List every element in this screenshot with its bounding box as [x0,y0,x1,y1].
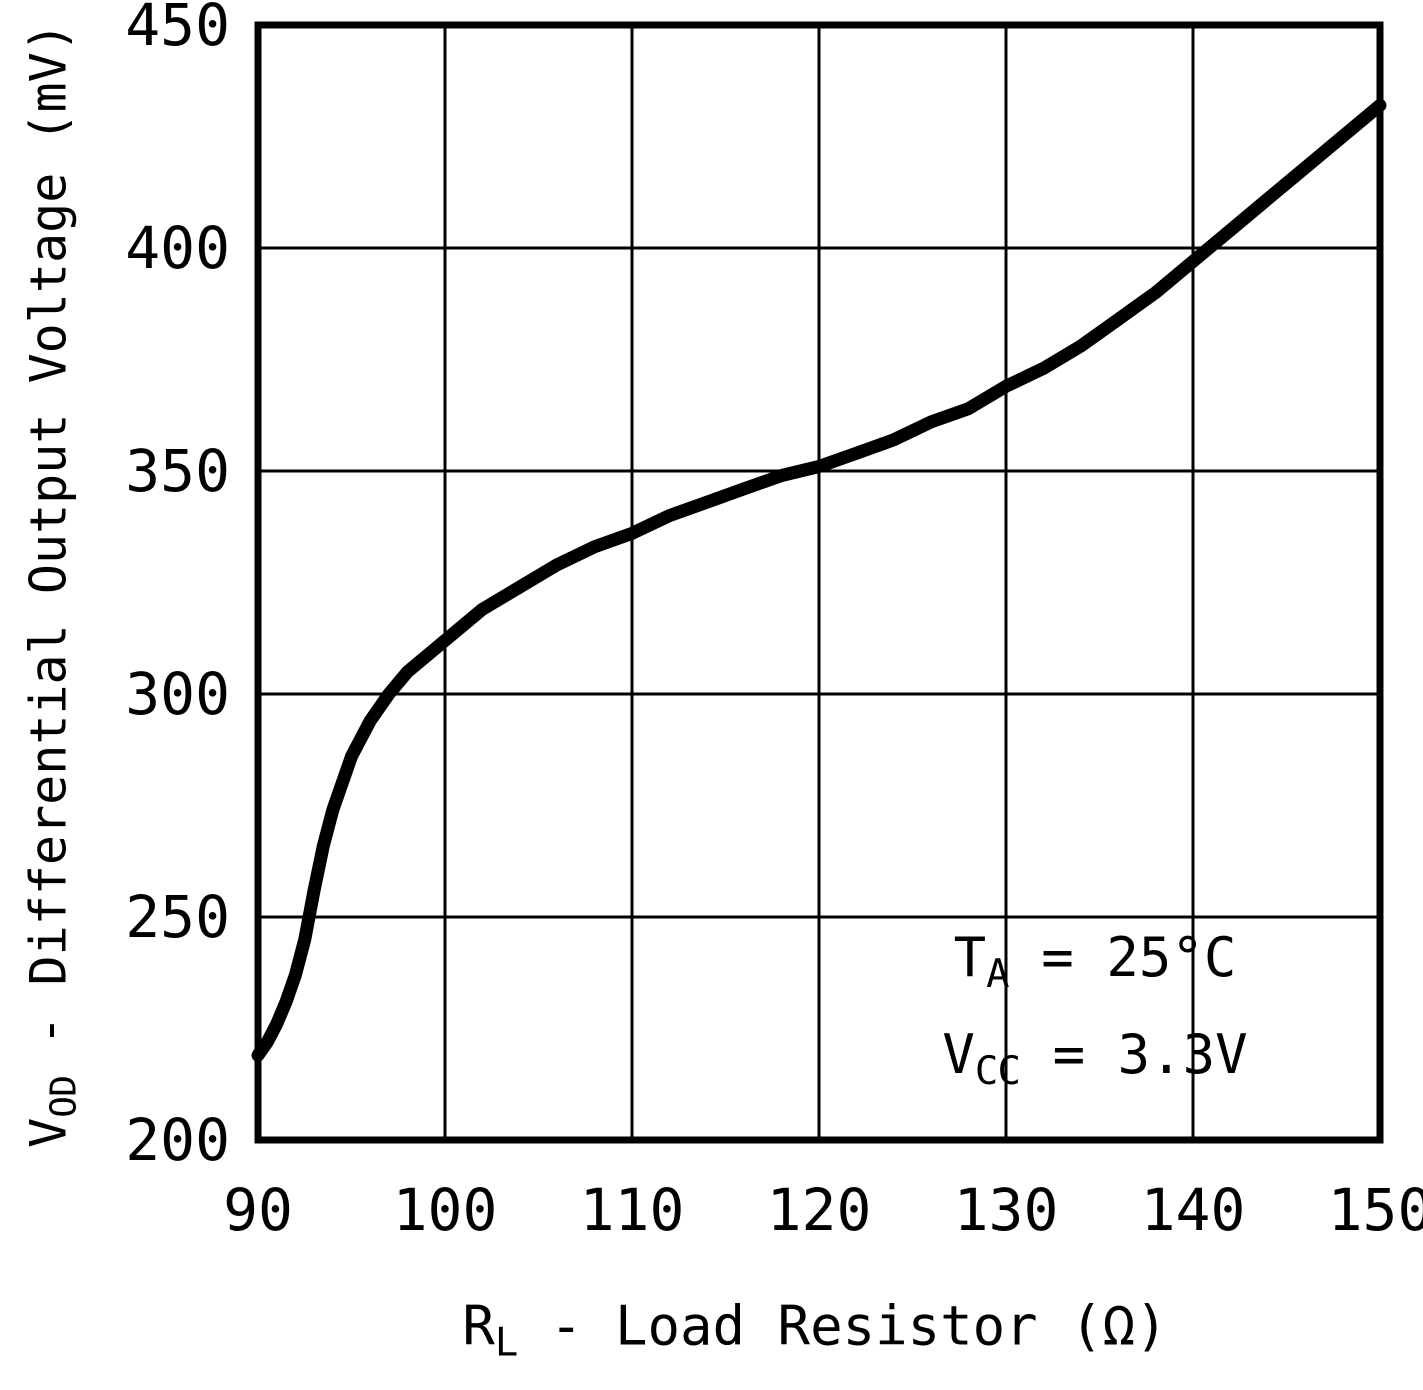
vcc-subscript: CC [974,1048,1021,1094]
y-tick-label: 350 [125,437,230,505]
conditions-annotation: TA = 25°C VCC = 3.3V [942,918,1247,1112]
ta-subscript: A [986,952,1009,997]
ta-value: = 25°C [1008,926,1237,990]
ta-symbol: T [953,926,987,990]
x-tick-label: 150 [1328,1176,1423,1244]
annotation-line-vcc: VCC = 3.3V [942,1015,1247,1112]
x-tick-label: 110 [580,1176,685,1244]
y-tick-label: 300 [125,660,230,728]
x-tick-label: 100 [393,1176,498,1244]
y-tick-label: 400 [125,214,230,282]
plot-frame [254,21,1384,1144]
y-axis-title-text: - Differential Output Voltage (mV) [19,22,78,1076]
x-axis-symbol: R [462,1294,495,1358]
x-tick-label: 120 [767,1176,872,1244]
y-axis-title: VOD - Differential Output Voltage (mV) [19,22,84,1148]
x-tick-label: 130 [954,1176,1059,1244]
x-tick-label: 90 [223,1176,293,1244]
x-axis-title-text: - Load Resistor (Ω) [517,1294,1168,1358]
data-curve [251,98,1387,1062]
vcc-symbol: V [942,1023,975,1086]
annotation-line-ta: TA = 25°C [942,918,1247,1015]
vcc-value: = 3.3V [1020,1023,1248,1086]
x-tick-label: 140 [1141,1176,1246,1244]
x-axis-subscript: L [494,1320,518,1366]
x-axis-title: RL - Load Resistor (Ω) [462,1295,1167,1366]
y-tick-label: 200 [125,1106,230,1174]
y-tick-label: 450 [125,0,230,59]
y-axis-subscript: OD [43,1075,85,1118]
y-axis-symbol: V [19,1117,78,1148]
y-tick-label: 250 [125,883,230,951]
